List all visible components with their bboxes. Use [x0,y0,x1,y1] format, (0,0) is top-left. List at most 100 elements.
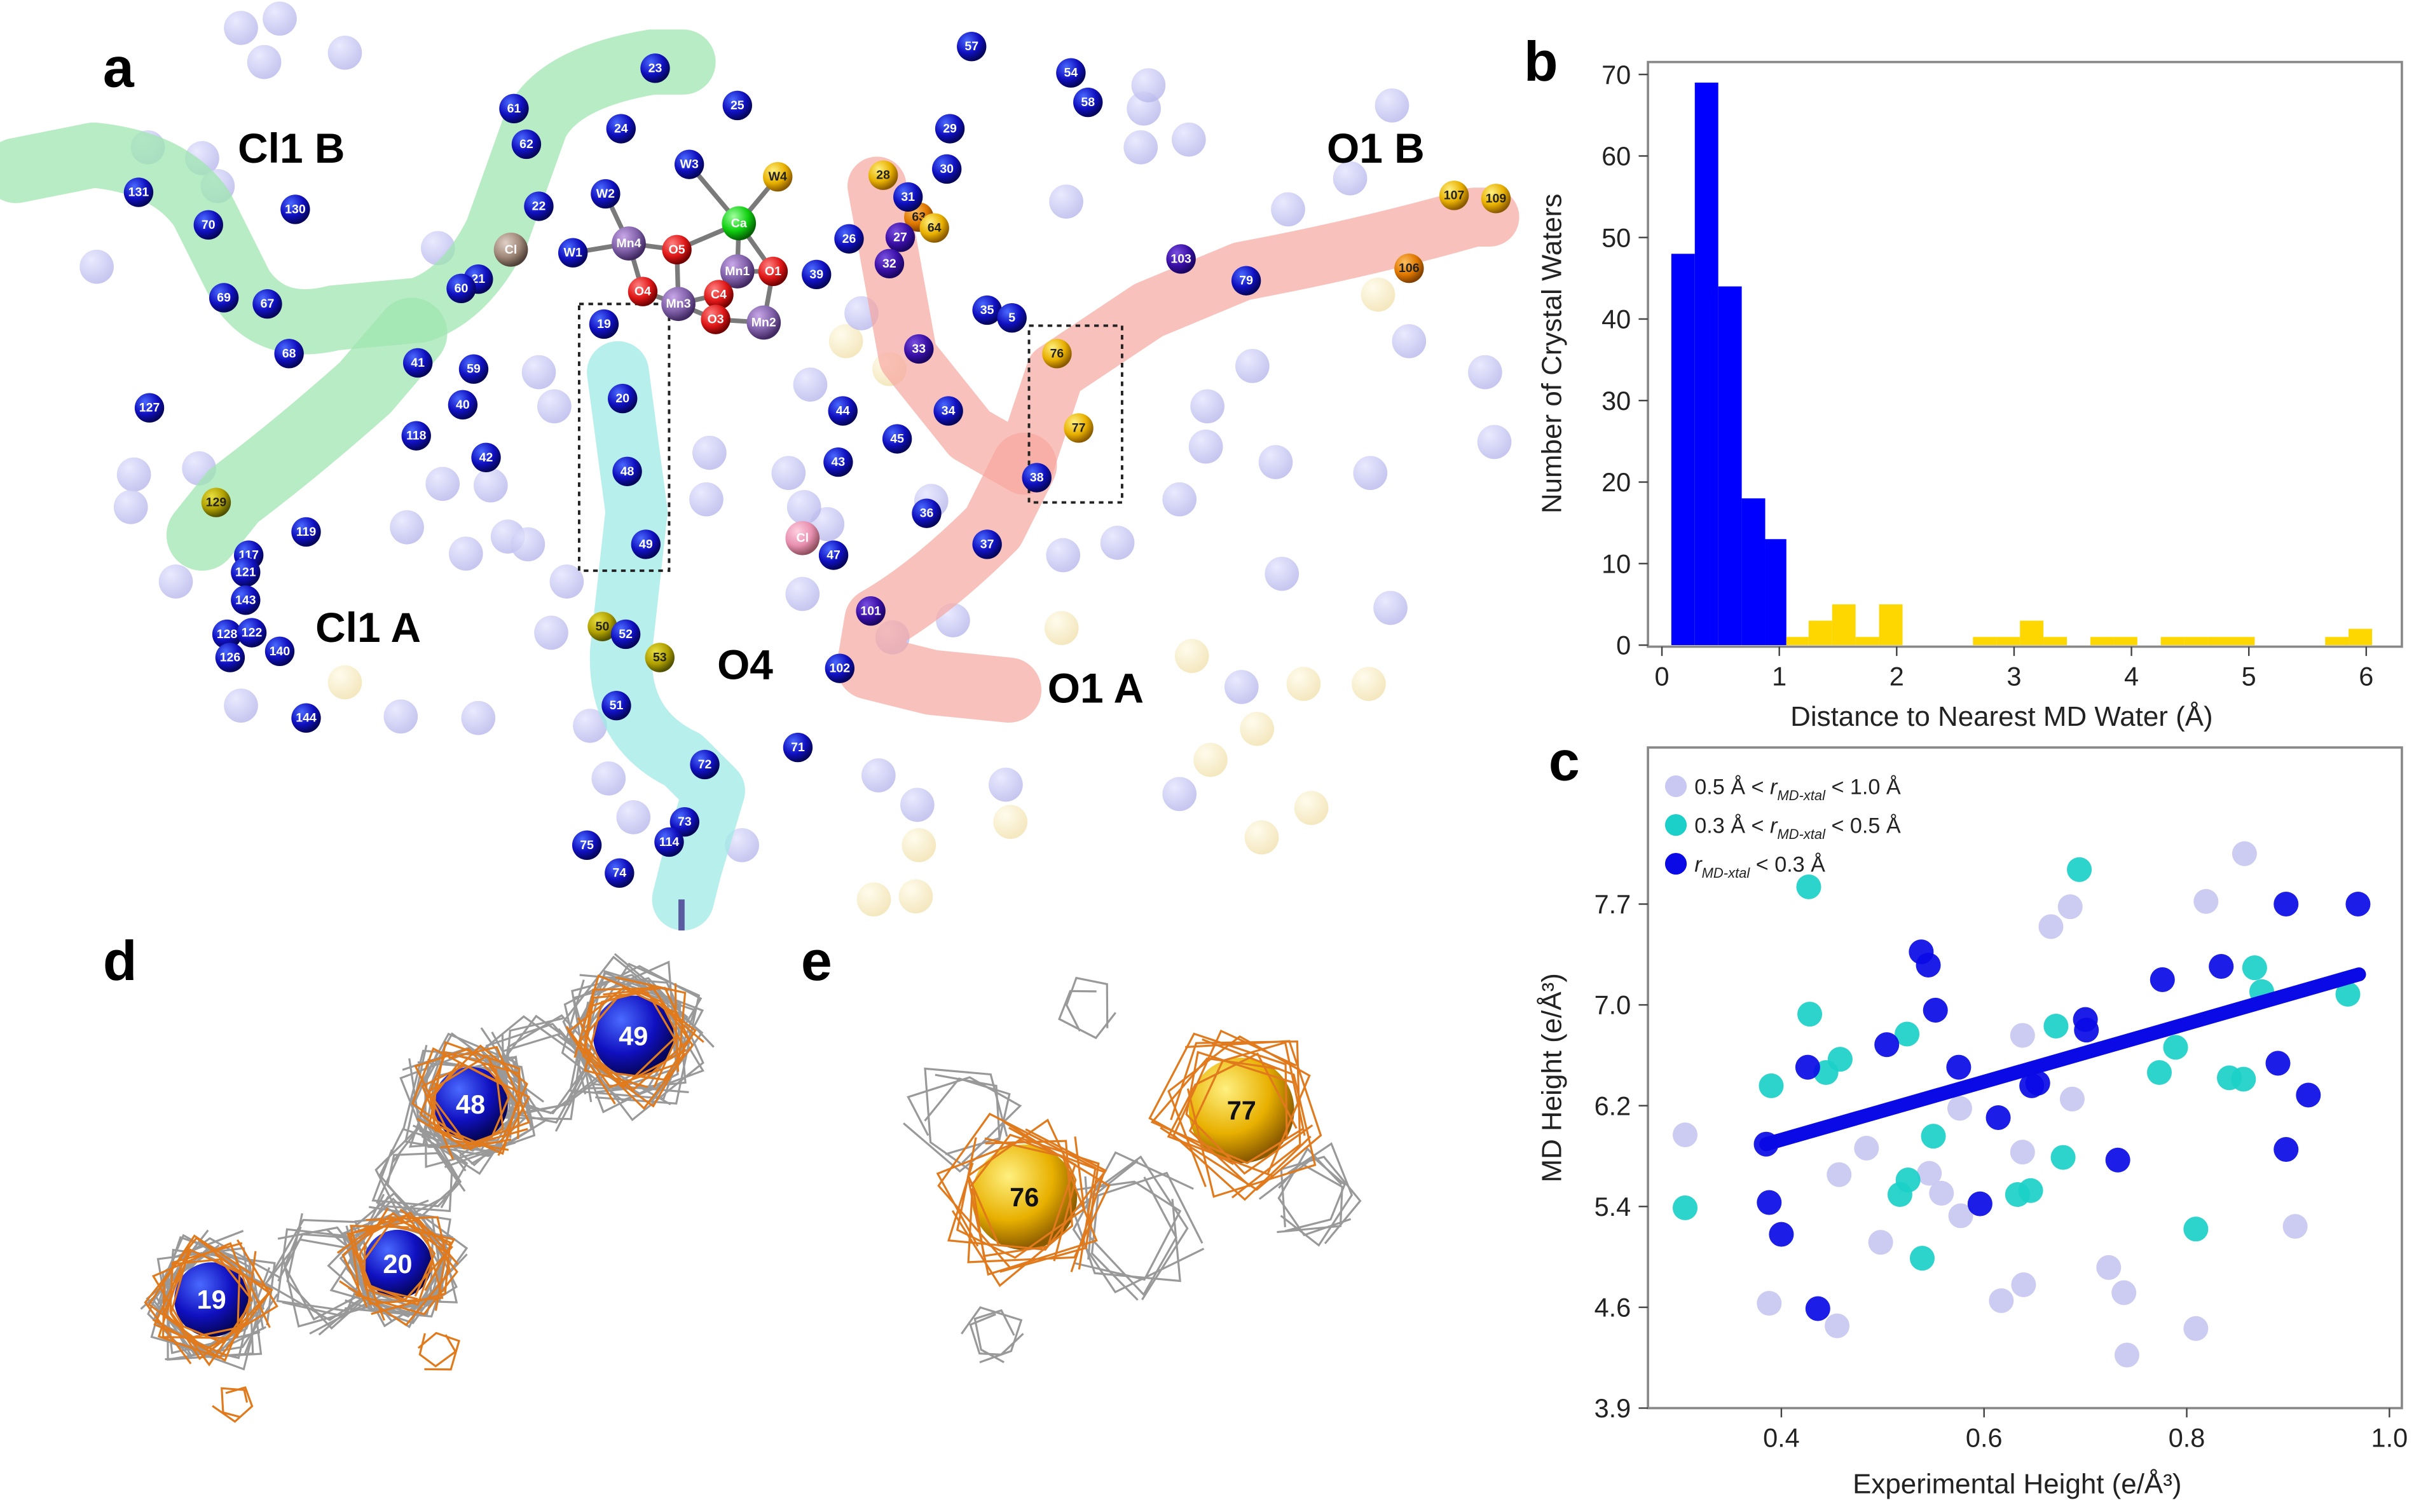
gray-density-mesh [577,953,679,1114]
atom-label: 143 [235,593,256,607]
histogram-bar-yellow [2020,620,2044,646]
atom-label: 119 [296,525,317,539]
atom-sphere [499,93,529,123]
atom-water: 144 [291,703,321,733]
atom-label: 54 [1064,66,1078,80]
faded-yellow-sphere [1244,820,1279,855]
atom-label: 114 [659,835,680,849]
faded-water-sphere [785,576,820,611]
scatter-point-series-0 [1672,1122,1698,1148]
atom-sphere [690,749,720,780]
atom-water: 79 [1231,266,1261,296]
atom-label: 23 [648,61,662,75]
gray-density-mesh [1280,1142,1354,1247]
atom-sphere [882,424,912,454]
faded-water-sphere [725,828,759,862]
atom-sphere [231,585,261,615]
atom-sphere [828,396,858,426]
atom-sphere [448,390,478,420]
orange-density-mesh [354,1211,458,1316]
atom-clpink: Cl [785,521,820,555]
atom-label: W4 [769,170,787,184]
atom-sphere [511,129,542,160]
scatter-point-series-0 [1868,1230,1893,1255]
y-tick-label: 10 [1601,548,1631,578]
atom-sphere [215,643,245,672]
faded-water-sphere [1258,445,1293,479]
atom-label: Cl [505,243,518,257]
faded-yellow-sphere [1174,639,1209,673]
scatter-chart: 0.4 0.6 0.8 1.0 3.9 4.6 5.4 6.2 7.0 7.7 0.5 Å < r… [1536,746,2408,1500]
gray-density-mesh [1065,976,1109,1032]
scatter-point-series-0 [1917,1161,1942,1186]
atom-sphere [291,517,321,547]
scatter-point-series-0 [1827,1162,1852,1187]
y-tick-label: 40 [1601,304,1631,334]
faded-water-sphere [461,700,496,735]
atom-sphere [662,235,692,265]
atom-label: W1 [564,246,582,260]
atom-orange: 106 [1394,253,1424,283]
faded-water-sphere [1265,556,1300,591]
atom-purple: 27 [885,222,916,252]
atom-ca: Ca [722,206,757,241]
atom-label: 57 [964,39,978,53]
y-tick-label: 50 [1601,222,1631,252]
atom-label: 129 [206,496,227,510]
atom-water: 19 [589,309,619,339]
atom-label: 22 [532,200,546,214]
faded-water-sphere [263,1,297,36]
atom-yellow: 64 [919,213,949,243]
atom-label: Mn3 [666,297,691,311]
histogram-bar-yellow [1973,637,1997,646]
atom-sphere [904,334,934,364]
scatter-point-series-0 [2057,894,2083,920]
water-label: 19 [197,1284,226,1314]
faded-yellow-sphere [993,805,1028,840]
y-tick-label: 5.4 [1595,1192,1631,1222]
scatter-point-series-1 [2335,981,2361,1007]
x-tick-label: 0 [1655,661,1670,691]
atom-sphere [722,206,757,241]
faded-water-sphere [1162,777,1197,812]
scatter-point-series-0 [2010,1140,2035,1165]
atom-water: 102 [825,653,855,683]
scatter-point-series-1 [2043,1013,2069,1039]
x-tick-label: 5 [2242,661,2256,691]
faded-yellow-sphere [1352,667,1386,701]
atom-mn: Mn3 [661,287,696,322]
faded-water-sphere [1172,122,1206,157]
atom-water: 128 [212,619,242,650]
atom-label: 41 [411,356,425,370]
atom-mn: Mn4 [612,226,646,261]
orange-density-mesh [956,1136,1085,1259]
x-tick-label: 0.4 [1763,1423,1800,1453]
scatter-point-series-2 [1874,1032,1900,1058]
atom-yellow: 76 [1042,339,1072,369]
faded-water-sphere [1100,526,1135,560]
atom-water: 34 [933,396,963,426]
atom-water: 42 [471,442,501,472]
x-tick-label: 0.8 [2169,1423,2205,1453]
gray-density-mesh [1074,1180,1182,1281]
atom-water: 130 [280,194,310,224]
atom-sphere [654,827,684,857]
atom-label: 29 [943,122,957,136]
atom-label: 37 [980,537,994,551]
atom-label: 101 [860,604,881,618]
panel-label-a: a [103,36,135,99]
atom-water: 121 [231,557,261,587]
atom-sphere [893,182,923,212]
atom-sphere [868,160,898,190]
atom-water: W1 [558,238,588,268]
atom-water: 127 [134,393,165,423]
atom-sphere [640,53,670,83]
atom-sphere [612,456,642,486]
atom-sphere [274,339,304,369]
orange-density-mesh [161,1253,271,1339]
atom-label: 102 [830,662,851,676]
atom-label: 130 [285,202,306,216]
gray-density-mesh [1280,1155,1362,1244]
